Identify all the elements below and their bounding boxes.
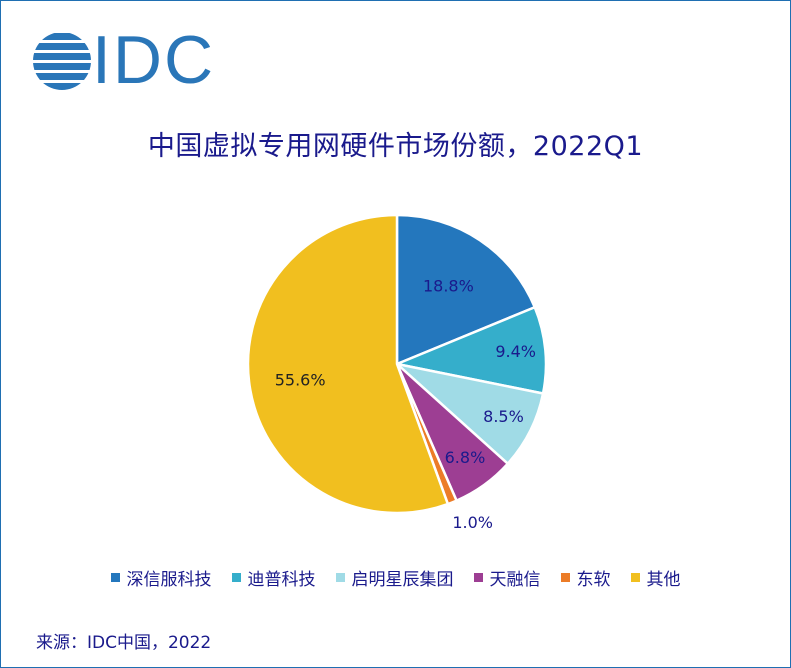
legend-swatch [560,573,570,582]
legend-label: 迪普科技 [247,570,316,590]
legend-item-5: 东软 [560,565,611,590]
legend-swatch [231,573,241,582]
legend-swatch [110,573,120,582]
legend-swatch [630,573,640,582]
pie-slice-6 [246,213,450,515]
source-note: 来源：IDC中国，2022 [36,633,212,653]
logo-text: IDC [92,22,216,98]
legend-item-1: 深信服科技 [110,565,212,590]
legend-item-2: 迪普科技 [231,565,316,590]
legend-label: 深信服科技 [126,570,212,590]
legend-label: 天融信 [489,570,541,590]
pie-slice-2 [395,306,548,395]
data-label-5: 1.0% [452,513,493,532]
data-label-6: 55.6% [275,371,326,390]
legend-label: 东软 [576,570,611,590]
legend-item-6: 其他 [630,565,681,590]
data-label-2: 9.4% [495,342,536,361]
data-label-3: 8.5% [483,407,524,426]
legend-label: 其他 [646,570,681,590]
data-label-4: 6.8% [445,448,486,467]
pie-slice-1 [395,213,537,366]
legend-item-3: 启明星辰集团 [335,565,454,590]
legend-swatch [473,573,483,582]
data-label-1: 18.8% [423,277,474,296]
legend-item-4: 天融信 [473,565,541,590]
idc-logo [32,30,212,92]
legend-label: 启明星辰集团 [351,570,454,590]
legend: 深信服科技 迪普科技 启明星辰集团 天融信 东软 其他 [0,565,791,590]
legend-swatch [335,573,345,582]
chart-title: 中国虚拟专用网硬件市场份额，2022Q1 [147,131,644,162]
globe-icon [33,33,91,90]
